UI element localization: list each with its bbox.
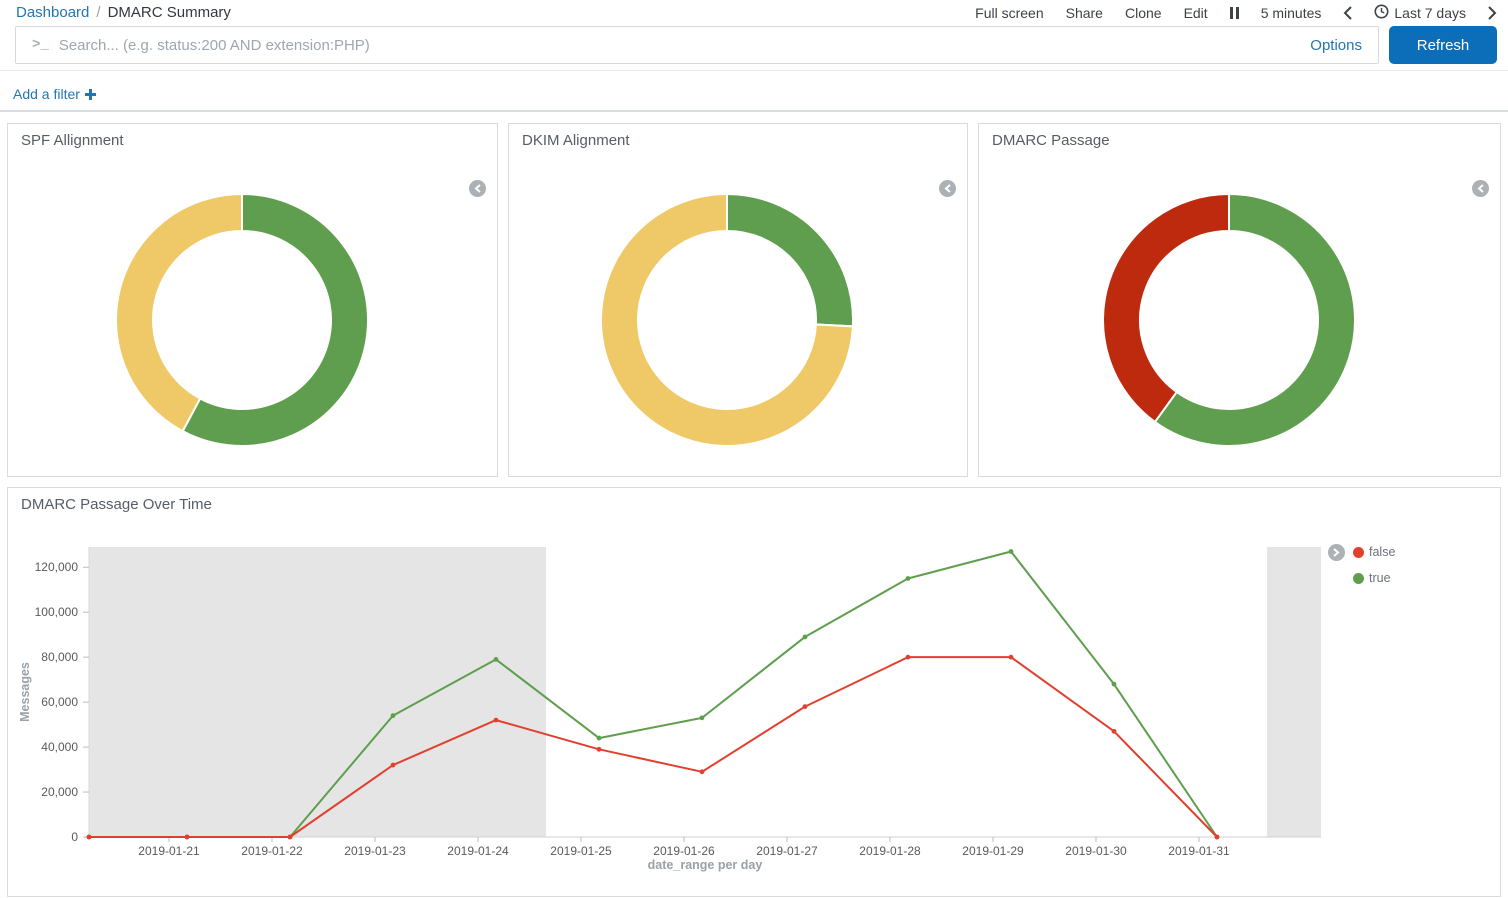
data-point-false[interactable] [87,835,92,840]
y-axis-tick-label: 80,000 [41,650,78,664]
y-axis-tick-label: 100,000 [35,605,79,619]
top-nav: Full screen Share Clone Edit 5 minutes L… [975,4,1497,22]
data-point-true[interactable] [494,657,499,662]
add-filter-link[interactable]: Add a filter [13,86,96,102]
nav-share[interactable]: Share [1066,5,1103,21]
data-point-false[interactable] [1112,729,1117,734]
legend-toggle-button[interactable] [469,180,486,197]
panel-dkim-alignment: DKIM Alignment [508,123,968,477]
x-axis-tick-label: 2019-01-31 [1168,844,1230,858]
refresh-interval[interactable]: 5 minutes [1261,5,1322,21]
data-point-false[interactable] [185,835,190,840]
y-axis-tick-label: 20,000 [41,785,78,799]
legend-dot-true [1353,573,1364,584]
time-forward-chevron-right-icon[interactable] [1488,6,1497,20]
legend-label: false [1369,545,1395,559]
x-axis-tick-label: 2019-01-28 [859,844,921,858]
x-axis-title: date_range per day [648,858,763,872]
data-point-true[interactable] [1112,682,1117,687]
data-point-false[interactable] [700,769,705,774]
breadcrumb-dashboard-link[interactable]: Dashboard [16,4,89,21]
panel-dmarc-over-time: DMARC Passage Over Time date_range per d… [7,487,1501,897]
refresh-button[interactable]: Refresh [1389,26,1497,64]
line-chart[interactable]: date_range per day Messages 0 20,000 40,00… [8,488,1500,894]
query-bar-divider [0,70,1508,71]
legend-label: true [1369,571,1391,585]
panel-title: DMARC Passage [992,132,1110,149]
x-axis-tick-label: 2019-01-25 [550,844,612,858]
legend-toggle-button[interactable] [939,180,956,197]
data-point-true[interactable] [597,736,602,741]
donut-slice[interactable] [1103,194,1229,422]
donut-slice[interactable] [727,194,853,326]
donut-chart-dmarc[interactable] [1101,192,1357,453]
data-point-false[interactable] [906,655,911,660]
panel-spf-alignment: SPF Allignment [7,123,498,477]
chevron-left-icon [474,180,481,198]
data-point-false[interactable] [803,704,808,709]
y-axis-tick-label: 40,000 [41,740,78,754]
endzone-right [1267,547,1321,837]
nav-edit[interactable]: Edit [1184,5,1208,21]
search-bar: >_ Options [15,26,1379,64]
legend-toggle-button[interactable] [1472,180,1489,197]
time-back-chevron-left-icon[interactable] [1343,6,1352,20]
panel-title: DKIM Alignment [522,132,630,149]
add-filter-label: Add a filter [13,86,80,102]
nav-clone[interactable]: Clone [1125,5,1162,21]
data-point-false[interactable] [1009,655,1014,660]
y-axis-tick-label: 120,000 [35,560,79,574]
time-range-picker[interactable]: Last 7 days [1374,4,1466,22]
plus-icon [85,89,96,100]
search-input[interactable] [57,36,1298,55]
panel-dmarc-passage: DMARC Passage [978,123,1501,477]
legend-item-true[interactable]: true [1353,571,1391,585]
x-axis-tick-label: 2019-01-26 [653,844,715,858]
donut-chart-dkim[interactable] [599,192,855,453]
legend-toggle-button[interactable] [1328,544,1345,561]
x-axis-tick-label: 2019-01-24 [447,844,509,858]
legend-item-false[interactable]: false [1353,545,1395,559]
legend-dot-false [1353,547,1364,558]
data-point-false[interactable] [494,718,499,723]
data-point-false[interactable] [288,835,293,840]
data-point-false[interactable] [1215,835,1220,840]
x-axis-tick-label: 2019-01-29 [962,844,1024,858]
x-axis-tick-label: 2019-01-21 [138,844,200,858]
x-axis-tick-label: 2019-01-30 [1065,844,1127,858]
data-point-true[interactable] [906,576,911,581]
endzone-left [89,547,546,837]
data-point-true[interactable] [700,715,705,720]
clock-icon [1374,4,1389,22]
x-axis-tick-label: 2019-01-23 [344,844,406,858]
data-point-true[interactable] [1009,549,1014,554]
data-point-true[interactable] [391,713,396,718]
filter-bar-divider [0,110,1508,112]
data-point-false[interactable] [597,747,602,752]
page-title: DMARC Summary [108,4,231,21]
y-axis-tick-label: 60,000 [41,695,78,709]
y-axis-title: Messages [18,662,32,722]
data-point-true[interactable] [803,635,808,640]
chevron-left-icon [1477,180,1484,198]
nav-full-screen[interactable]: Full screen [975,5,1043,21]
chevron-left-icon [944,180,951,198]
time-range-label: Last 7 days [1394,5,1466,21]
breadcrumb-separator: / [96,4,100,21]
chevron-right-icon [1333,544,1340,562]
options-link[interactable]: Options [1310,37,1362,54]
donut-slice[interactable] [116,194,242,431]
breadcrumb: Dashboard / DMARC Summary [16,4,231,21]
data-point-false[interactable] [391,763,396,768]
x-axis-tick-label: 2019-01-27 [756,844,818,858]
x-axis-tick-label: 2019-01-22 [241,844,303,858]
donut-chart-spf[interactable] [114,192,370,453]
y-axis-tick-label: 0 [71,830,78,844]
panel-title: SPF Allignment [21,132,124,149]
terminal-prompt-icon: >_ [32,37,49,53]
pause-icon[interactable] [1230,7,1239,19]
